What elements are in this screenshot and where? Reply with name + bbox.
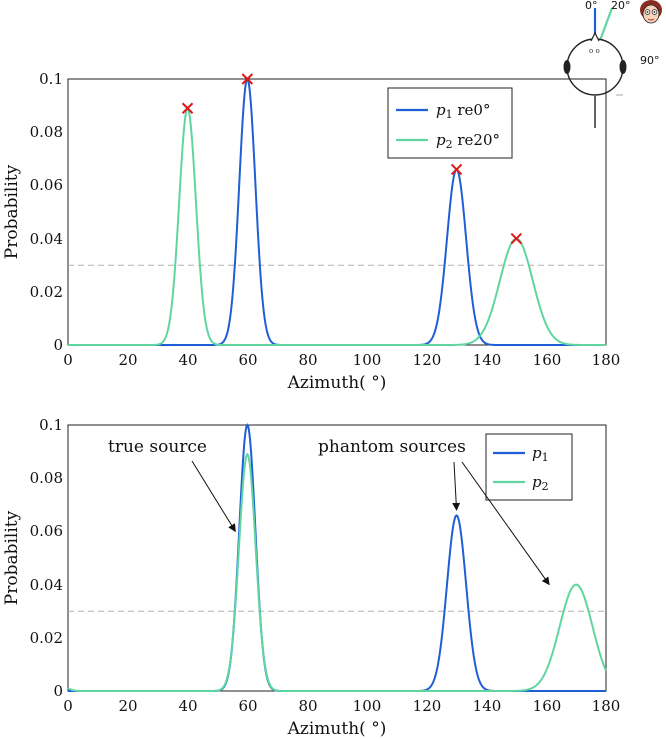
top-x-ticks: 0 20 40 60 80 100 120 140 160 180 xyxy=(63,351,620,369)
peak-marker xyxy=(510,232,523,245)
bottom-legend-label-p2: p2 xyxy=(532,473,549,493)
inset-eye-glyph: o o xyxy=(589,47,600,55)
annotation-arrow xyxy=(191,460,236,533)
peak-marker xyxy=(241,73,254,85)
bottom-xtick-label: 80 xyxy=(298,697,317,715)
inset-label-0: 0° xyxy=(585,0,598,12)
bottom-xtick-label: 20 xyxy=(118,697,137,715)
top-ytick-label: 0.08 xyxy=(30,123,63,141)
top-series-line-p2 xyxy=(68,106,606,346)
top-xtick-label: 100 xyxy=(353,351,382,369)
bottom-xtick-label: 180 xyxy=(592,697,621,715)
top-xtick-label: 180 xyxy=(592,351,621,369)
top-xtick-label: 20 xyxy=(118,351,137,369)
bottom-y-axis-label: Probability xyxy=(2,510,22,605)
bottom-legend: p1 p2 xyxy=(485,433,573,501)
top-xtick-label: 60 xyxy=(238,351,257,369)
annotation-true-source: true source xyxy=(108,437,207,457)
annotation-arrows xyxy=(191,460,550,586)
bottom-annotations: true source phantom sources xyxy=(108,437,550,586)
top-x-axis-label: Azimuth( °) xyxy=(287,373,387,393)
bottom-ytick-label: 0.1 xyxy=(39,416,63,434)
bottom-ytick-label: 0.08 xyxy=(30,469,63,487)
bottom-ytick-label: 0.04 xyxy=(30,576,63,594)
nose-icon xyxy=(590,31,600,42)
top-ytick-label: 0 xyxy=(53,336,63,354)
top-ytick-label: 0.06 xyxy=(30,176,63,194)
top-plot-area xyxy=(67,78,607,346)
left-ear-icon xyxy=(563,60,571,74)
top-y-ticks: 0 0.02 0.04 0.06 0.08 0.1 xyxy=(30,70,63,354)
bottom-xtick-label: 120 xyxy=(413,697,442,715)
bottom-legend-box xyxy=(485,433,573,501)
top-legend-box xyxy=(387,87,513,159)
top-xtick-label: 160 xyxy=(533,351,562,369)
peak-marker xyxy=(450,163,463,176)
inset-label-90: 90° xyxy=(640,54,660,67)
inset-label-20: 20° xyxy=(611,0,631,12)
bottom-xtick-label: 40 xyxy=(178,697,197,715)
bottom-series-line-p2 xyxy=(67,452,607,692)
right-ear-icon xyxy=(619,60,627,74)
head-orientation-inset: o o 0° 20° 90° xyxy=(563,0,662,128)
top-xtick-label: 140 xyxy=(473,351,502,369)
annotation-arrow xyxy=(452,461,461,511)
top-xtick-label: 80 xyxy=(298,351,317,369)
top-legend: p1 re0° p2 re20° xyxy=(387,87,513,159)
bottom-xtick-label: 60 xyxy=(238,697,257,715)
bottom-y-ticks: 0 0.02 0.04 0.06 0.08 0.1 xyxy=(30,416,63,700)
face-icon xyxy=(640,0,662,24)
top-series-line-p1 xyxy=(68,77,606,346)
top-y-axis-label: Probability xyxy=(2,164,22,259)
bottom-series-layer xyxy=(67,423,607,692)
top-ytick-label: 0.04 xyxy=(30,230,63,248)
bottom-xtick-label: 0 xyxy=(63,697,73,715)
bottom-xtick-label: 100 xyxy=(353,697,382,715)
top-legend-label-p2: p2 re20° xyxy=(436,131,500,151)
bottom-ytick-label: 0.02 xyxy=(30,629,63,647)
top-peak-markers xyxy=(181,73,523,245)
top-xtick-label: 40 xyxy=(178,351,197,369)
top-xtick-label: 0 xyxy=(63,351,73,369)
top-ytick-label: 0.02 xyxy=(30,283,63,301)
bottom-legend-label-p1: p1 xyxy=(532,444,549,464)
peak-marker xyxy=(181,102,194,114)
bottom-plot: 0 20 40 60 80 100 120 140 160 180 0 0.02… xyxy=(2,416,620,739)
bottom-ytick-label: 0.06 xyxy=(30,522,63,540)
annotation-arrow xyxy=(461,461,550,586)
annotation-phantom-sources: phantom sources xyxy=(318,437,466,457)
top-legend-label-p1: p1 re0° xyxy=(436,101,490,121)
bottom-x-ticks: 0 20 40 60 80 100 120 140 160 180 xyxy=(63,697,620,715)
top-plot: 0 20 40 60 80 100 120 140 160 180 0 0.02… xyxy=(2,70,620,393)
top-xtick-label: 120 xyxy=(413,351,442,369)
bottom-x-axis-label: Azimuth( °) xyxy=(287,719,387,739)
top-series-layer xyxy=(68,77,606,346)
bottom-xtick-label: 140 xyxy=(473,697,502,715)
bottom-xtick-label: 160 xyxy=(533,697,562,715)
top-ytick-label: 0.1 xyxy=(39,70,63,88)
bottom-ytick-label: 0 xyxy=(53,682,63,700)
